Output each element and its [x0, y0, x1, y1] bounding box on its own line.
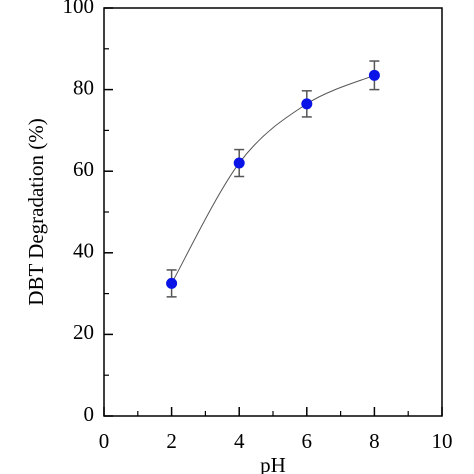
- y-tick-label: 0: [84, 402, 95, 426]
- x-tick-label: 8: [369, 429, 380, 453]
- y-tick-label: 40: [73, 239, 94, 263]
- y-tick-label: 20: [73, 320, 94, 344]
- fit-curve: [171, 74, 375, 284]
- x-axis-label: pH: [260, 453, 286, 474]
- x-tick-label: 10: [432, 429, 453, 453]
- x-tick-label: 2: [166, 429, 177, 453]
- data-point: [166, 277, 178, 289]
- y-tick-label: 100: [63, 0, 95, 18]
- data-point: [301, 98, 313, 110]
- plot-frame: [103, 7, 443, 417]
- data-point: [368, 69, 380, 81]
- x-tick-label: 0: [99, 429, 110, 453]
- data-point: [233, 157, 245, 169]
- y-axis-label: DBT Degradation (%): [24, 118, 48, 305]
- x-tick-label: 4: [234, 429, 245, 453]
- y-tick-label: 80: [73, 75, 94, 99]
- y-tick-label: 60: [73, 157, 94, 181]
- x-tick-label: 6: [302, 429, 313, 453]
